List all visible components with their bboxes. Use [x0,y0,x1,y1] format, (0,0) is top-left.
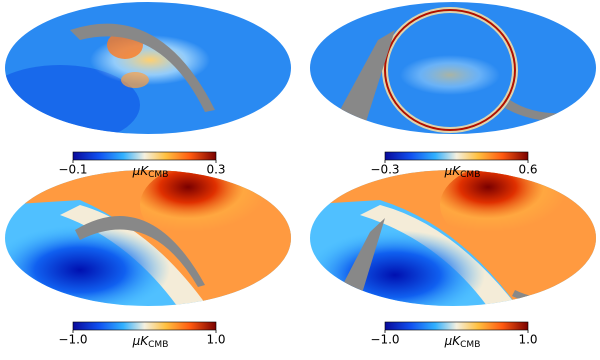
colorbar-tick-label: 1.0 [206,333,225,347]
colorbar-unit: μKCMB [132,164,169,180]
sky-map [310,170,596,306]
unit-label: μK [132,164,150,178]
sky-map [5,170,291,306]
colorbar-tick-label: −1.0 [370,333,399,347]
sky-map [310,2,596,134]
unit-label: μK [444,164,462,178]
colorbar [384,151,529,161]
colorbar [72,151,217,161]
colorbar [72,321,217,331]
colorbar-tick-label: 0.3 [206,163,225,177]
unit-label: μK [444,334,462,348]
colorbar [384,321,529,331]
unit-subscript: CMB [148,170,168,180]
unit-subscript: CMB [148,340,168,350]
colorbar-tick-label: 1.0 [518,333,537,347]
unit-label: μK [132,334,150,348]
colorbar-tick-label: 0.6 [518,163,537,177]
sky-map [5,2,291,134]
colorbar-unit: μKCMB [444,164,481,180]
colorbar-unit: μKCMB [444,334,481,350]
colorbar-tick-label: −1.0 [58,333,87,347]
colorbar-unit: μKCMB [132,334,169,350]
colorbar-tick-label: −0.1 [58,163,87,177]
unit-subscript: CMB [460,170,480,180]
unit-subscript: CMB [460,340,480,350]
colorbar-tick-label: −0.3 [370,163,399,177]
